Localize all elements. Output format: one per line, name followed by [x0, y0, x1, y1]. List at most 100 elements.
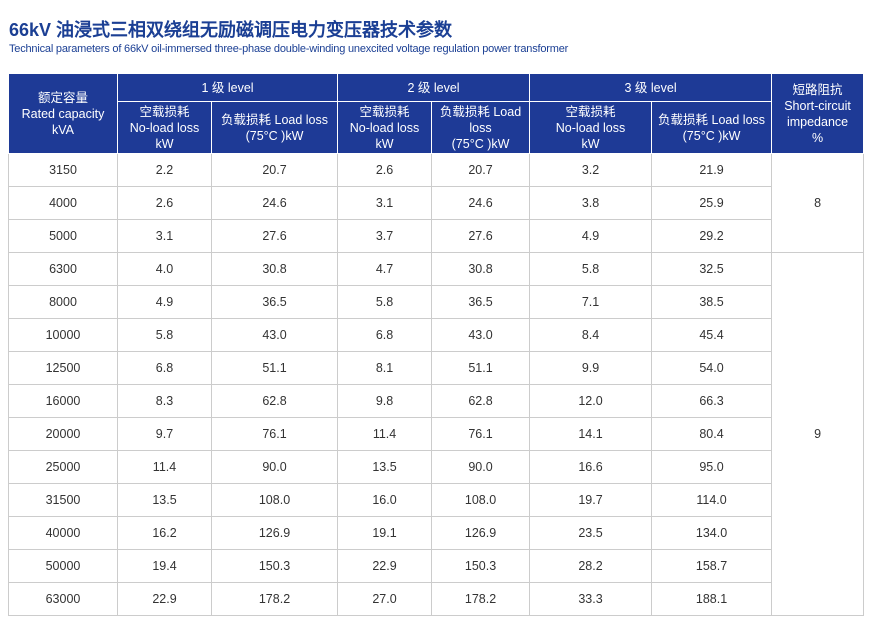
table-cell: 27.6 — [431, 219, 531, 253]
header-cell: 空载损耗 No-load loss kW — [117, 101, 212, 154]
table-cell: 10000 — [8, 318, 118, 352]
table-cell: 178.2 — [431, 582, 531, 616]
table-cell: 126.9 — [431, 516, 531, 550]
table-cell: 3.8 — [529, 186, 653, 220]
table-cell: 114.0 — [651, 483, 773, 517]
header-cell: 3 级 level — [529, 73, 773, 102]
table-cell: 16.0 — [337, 483, 433, 517]
table-cell: 50000 — [8, 549, 118, 583]
table-cell: 90.0 — [431, 450, 531, 484]
table-cell: 23.5 — [529, 516, 653, 550]
table-cell: 19.1 — [337, 516, 433, 550]
table-cell: 32.5 — [651, 252, 773, 286]
table-cell: 13.5 — [337, 450, 433, 484]
table-cell: 134.0 — [651, 516, 773, 550]
header-cell: 额定容量 Rated capacity kVA — [8, 73, 118, 154]
table-cell: 25.9 — [651, 186, 773, 220]
table-cell: 108.0 — [431, 483, 531, 517]
table-cell: 90.0 — [210, 450, 339, 484]
header-cell: 1 级 level — [116, 73, 339, 102]
table-cell: 22.9 — [117, 582, 212, 616]
table-row: 40000 16.2 126.9 19.1 126.9 23.5 134.0 — [8, 516, 864, 550]
table-cell: 51.1 — [210, 351, 339, 385]
table-row: 3150 2.2 20.7 2.6 20.7 3.2 21.9 8 — [8, 153, 865, 253]
table-cell: 31500 — [8, 483, 118, 517]
table-cell: 24.6 — [431, 186, 531, 220]
table-cell: 27.0 — [337, 582, 433, 616]
table-row: 50000 19.4 150.3 22.9 150.3 28.2 158.7 — [8, 549, 864, 583]
title: 66kV 油浸式三相双绕组无励磁调压电力变压器技术参数 — [9, 20, 453, 40]
table-cell: 20.7 — [431, 153, 531, 187]
table-cell: 40000 — [8, 516, 118, 550]
table-cell: 20000 — [8, 417, 118, 451]
table-cell: 54.0 — [651, 351, 773, 385]
table-cell: 76.1 — [210, 417, 339, 451]
table-cell: 27.6 — [210, 219, 339, 253]
table-cell: 2.6 — [117, 186, 212, 220]
subtitle: Technical parameters of 66kV oil-immerse… — [9, 43, 569, 55]
table-cell: 3150 — [8, 153, 118, 187]
table-cell: 4000 — [8, 186, 118, 220]
table-cell: 9.7 — [117, 417, 212, 451]
table-row: 5000 3.1 27.6 3.7 27.6 4.9 29.2 — [8, 219, 864, 253]
table-cell: 108.0 — [210, 483, 339, 517]
table-cell: 76.1 — [431, 417, 531, 451]
table-cell: 3.1 — [337, 186, 433, 220]
table-cell: 38.5 — [651, 285, 773, 319]
impedance-cell: 8 — [771, 153, 865, 253]
table-cell: 5.8 — [337, 285, 433, 319]
spec-table: 额定容量 Rated capacity kVA 1 级 level 2 级 leve… — [8, 73, 865, 616]
table-cell: 6.8 — [337, 318, 433, 352]
table-cell: 8.1 — [337, 351, 433, 385]
table-cell: 19.4 — [117, 549, 212, 583]
table-cell: 66.3 — [651, 384, 773, 418]
table-row: 10000 5.8 43.0 6.8 43.0 8.4 45.4 — [8, 318, 864, 352]
table-row: 12500 6.8 51.1 8.1 51.1 9.9 54.0 — [8, 351, 864, 385]
table-cell: 150.3 — [431, 549, 531, 583]
table-cell: 45.4 — [651, 318, 773, 352]
header-cell: 空载损耗 No-load loss kW — [529, 101, 653, 154]
table-cell: 14.1 — [529, 417, 653, 451]
table-cell: 13.5 — [117, 483, 212, 517]
table-cell: 16000 — [8, 384, 118, 418]
table-cell: 51.1 — [431, 351, 531, 385]
table-cell: 188.1 — [651, 582, 773, 616]
table-cell: 8.4 — [529, 318, 653, 352]
table-cell: 21.9 — [651, 153, 773, 187]
table-cell: 95.0 — [651, 450, 773, 484]
table-row: 8000 4.9 36.5 5.8 36.5 7.1 38.5 — [8, 285, 864, 319]
table-cell: 62.8 — [210, 384, 339, 418]
table-cell: 7.1 — [529, 285, 653, 319]
table-cell: 2.6 — [337, 153, 433, 187]
table-cell: 9.9 — [529, 351, 653, 385]
table-cell: 6.8 — [117, 351, 212, 385]
table-cell: 5.8 — [529, 252, 653, 286]
table-cell: 8.3 — [117, 384, 212, 418]
header-cell: 负载损耗 Load loss (75°C )kW — [210, 101, 339, 154]
table-cell: 178.2 — [210, 582, 339, 616]
table-cell: 36.5 — [431, 285, 531, 319]
table-cell: 19.7 — [529, 483, 653, 517]
table-cell: 4.7 — [337, 252, 433, 286]
table-cell: 24.6 — [210, 186, 339, 220]
table-cell: 22.9 — [337, 549, 433, 583]
table-cell: 2.2 — [117, 153, 212, 187]
header-cell: 短路阻抗 Short-circuit impedance % — [771, 73, 865, 154]
table-cell: 43.0 — [210, 318, 339, 352]
table-cell: 43.0 — [431, 318, 531, 352]
table-cell: 9.8 — [337, 384, 433, 418]
table-row: 20000 9.7 76.1 11.4 76.1 14.1 80.4 — [8, 417, 864, 451]
table-row: 16000 8.3 62.8 9.8 62.8 12.0 66.3 — [8, 384, 864, 418]
table-cell: 62.8 — [431, 384, 531, 418]
table-row: 25000 11.4 90.0 13.5 90.0 16.6 95.0 — [8, 450, 864, 484]
table-cell: 28.2 — [529, 549, 653, 583]
table-cell: 12.0 — [529, 384, 653, 418]
table-cell: 126.9 — [210, 516, 339, 550]
table-cell: 36.5 — [210, 285, 339, 319]
header-cell: 2 级 level — [337, 73, 531, 102]
table-cell: 5.8 — [117, 318, 212, 352]
table-cell: 16.2 — [117, 516, 212, 550]
header-cell: 负载损耗 Load loss (75°C )kW — [651, 101, 773, 154]
table-cell: 3.2 — [529, 153, 653, 187]
